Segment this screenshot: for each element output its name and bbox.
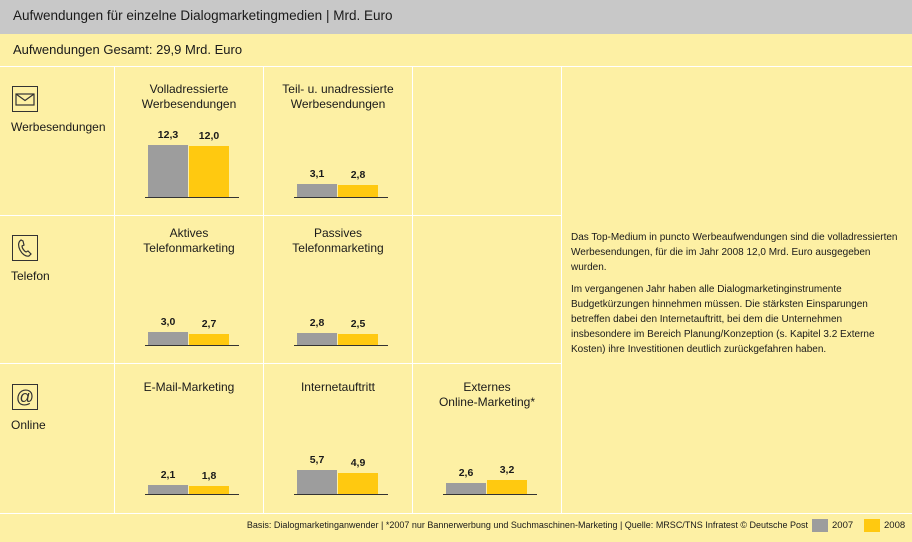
bar-value-label: 2,6: [458, 467, 474, 479]
bar-2008: [338, 473, 378, 494]
bar-2007: [148, 145, 188, 197]
legend-label-2008: 2008: [884, 520, 906, 531]
bar-value-label: 4,9: [350, 457, 366, 469]
bar-2007: [297, 333, 337, 345]
panel-passives-telefon: Passives Telefonmarketing 2,8 2,5: [264, 216, 412, 363]
bar-value-label: 2,8: [350, 169, 366, 181]
legend-swatch-2008: [864, 519, 880, 532]
bar-value-label: 1,8: [201, 470, 217, 482]
bar-2008: [338, 334, 378, 345]
bar-value-label: 2,1: [160, 469, 176, 481]
bar-2008: [487, 480, 527, 494]
envelope-icon: [12, 86, 38, 112]
panel-title: Volladressierte Werbesendungen: [141, 82, 237, 111]
description-paragraph-2: Im vergangenen Jahr haben alle Dialogmar…: [571, 284, 875, 355]
grid-line: [561, 66, 562, 513]
bar-2007: [446, 483, 486, 494]
panel-title: Teil- u. unadressierte Werbesendungen: [282, 82, 394, 111]
description: Das Top-Medium in puncto Werbeaufwendung…: [571, 230, 901, 364]
chart-baseline: [294, 494, 388, 495]
svg-text:@: @: [16, 387, 34, 407]
bar-2007: [297, 184, 337, 197]
panel-aktives-telefon: Aktives Telefonmarketing 3,0 2,7: [115, 216, 263, 363]
legend-label-2007: 2007: [832, 520, 854, 531]
chart-title: Aufwendungen für einzelne Dialogmarketin…: [13, 8, 393, 23]
grid-line: [263, 66, 264, 513]
chart-baseline: [145, 494, 239, 495]
grid-line: [0, 513, 912, 514]
bar-value-label: 3,1: [309, 168, 325, 180]
grid-line: [412, 66, 413, 513]
panel-title: Internetauftritt: [300, 380, 376, 394]
bar-2007: [297, 470, 337, 494]
grid-line: [0, 66, 912, 67]
panel-teiladressierte: Teil- u. unadressierte Werbesendungen 3,1…: [264, 67, 412, 215]
title-bar: Aufwendungen für einzelne Dialogmarketin…: [0, 0, 912, 34]
legend-swatch-2007: [812, 519, 828, 532]
chart-baseline: [145, 197, 239, 198]
bar-value-label: 2,8: [309, 317, 325, 329]
phone-icon: [12, 235, 38, 261]
bar-value-label: 12,3: [157, 129, 179, 141]
bar-value-label: 3,0: [160, 316, 176, 328]
chart-baseline: [294, 345, 388, 346]
bar-value-label: 5,7: [309, 454, 325, 466]
chart-baseline: [294, 197, 388, 198]
panel-title: Externes Online-Marketing*: [438, 380, 536, 409]
total-label: Aufwendungen Gesamt: 29,9 Mrd. Euro: [13, 42, 243, 57]
row-label-werbesendungen: Werbesendungen: [11, 120, 106, 134]
bar-value-label: 3,2: [499, 464, 515, 476]
bar-2007: [148, 485, 188, 494]
grid-line: [0, 215, 562, 216]
panel-email-marketing: E-Mail-Marketing 2,1 1,8: [115, 364, 263, 513]
bar-2008: [338, 185, 378, 197]
bar-2008: [189, 486, 229, 494]
panel-title: E-Mail-Marketing: [143, 380, 235, 394]
at-sign-icon: @: [12, 384, 38, 410]
panel-title: Passives Telefonmarketing: [292, 226, 384, 255]
grid-line: [114, 66, 115, 513]
grid-line: [0, 363, 562, 364]
panel-volladressierte: Volladressierte Werbesendungen 12,3 12,0: [115, 67, 263, 215]
panel-internetauftritt: Internetauftritt 5,7 4,9: [264, 364, 412, 513]
chart-baseline: [443, 494, 537, 495]
bar-2008: [189, 146, 229, 197]
bar-value-label: 12,0: [198, 130, 220, 142]
bar-value-label: 2,7: [201, 318, 217, 330]
description-paragraph-1: Das Top-Medium in puncto Werbeaufwendung…: [571, 232, 898, 273]
bar-2008: [189, 334, 229, 345]
footer-source: Basis: Dialogmarketinganwender | *2007 n…: [246, 520, 808, 530]
chart-baseline: [145, 345, 239, 346]
bar-value-label: 2,5: [350, 318, 366, 330]
row-label-telefon: Telefon: [11, 269, 50, 283]
panel-externes-online: Externes Online-Marketing* 2,6 3,2: [413, 364, 561, 513]
panel-title: Aktives Telefonmarketing: [143, 226, 235, 255]
row-label-online: Online: [11, 418, 46, 432]
bar-2007: [148, 332, 188, 345]
